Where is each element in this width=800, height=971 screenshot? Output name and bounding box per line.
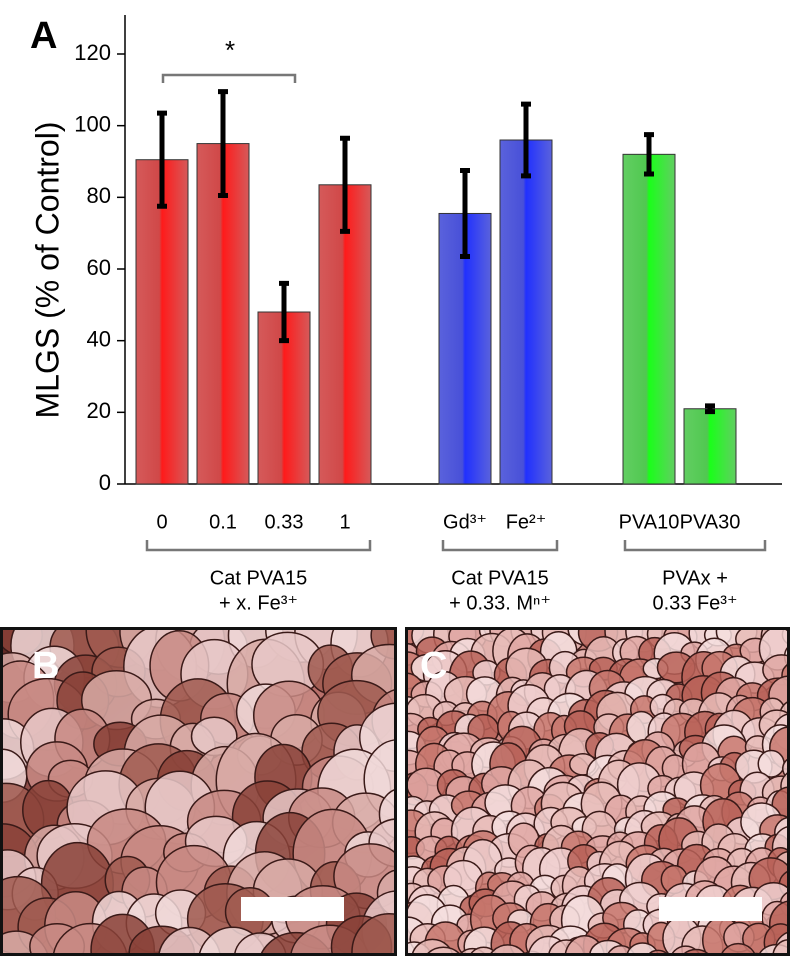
cell	[426, 946, 461, 954]
group-label: + 0.33. Mⁿ⁺	[449, 592, 551, 614]
y-axis-label: MLGS (% of Control)	[29, 122, 65, 419]
panel-border	[0, 627, 397, 956]
x-tick-label: 0.33	[265, 511, 304, 533]
y-tick-label: 120	[74, 40, 111, 65]
group-label: + x. Fe³⁺	[219, 592, 298, 614]
x-tick-label: Fe²⁺	[506, 511, 547, 533]
group-label: 0.33 Fe³⁺	[652, 592, 737, 614]
error-bar	[705, 403, 715, 415]
cell	[489, 944, 526, 954]
error-bar	[460, 167, 470, 259]
micrograph-b	[2, 629, 395, 954]
group-bracket	[441, 540, 559, 552]
y-tick-label: 60	[87, 255, 111, 280]
cells	[2, 629, 395, 954]
panel-label: A	[30, 15, 57, 57]
micrograph-c	[407, 629, 788, 971]
x-tick-label: PVA10	[619, 511, 680, 533]
error-bar	[644, 132, 654, 177]
cell	[682, 948, 710, 954]
cell	[772, 939, 788, 954]
bar	[683, 408, 737, 485]
bar	[499, 139, 553, 485]
x-tick-label: 0	[156, 511, 167, 533]
error-bar	[340, 135, 350, 234]
error-bar	[218, 89, 228, 199]
panel-label: B	[32, 645, 59, 687]
x-tick-label: 1	[339, 511, 350, 533]
group-bracket	[623, 540, 767, 552]
group-label: Cat PVA15	[451, 567, 548, 589]
cell	[720, 942, 756, 954]
x-tick-label: Gd³⁺	[443, 511, 487, 533]
bar	[318, 184, 372, 485]
y-tick-label: 0	[99, 470, 111, 495]
group-label: PVAx +	[662, 567, 728, 589]
error-bar	[521, 101, 531, 179]
x-tick-label: 0.1	[209, 511, 237, 533]
cell	[750, 952, 762, 954]
cell	[469, 946, 498, 954]
cell	[699, 955, 726, 971]
bar	[622, 153, 676, 485]
error-bar	[157, 110, 167, 209]
bar	[135, 159, 189, 485]
group-label: Cat PVA15	[210, 567, 307, 589]
scale-bar	[659, 897, 762, 921]
y-tick-label: 100	[74, 111, 111, 136]
significance-mark: *	[225, 35, 235, 65]
y-tick-label: 40	[87, 326, 111, 351]
cell	[351, 912, 395, 954]
error-bar	[279, 280, 289, 344]
panel-border	[405, 627, 790, 956]
cell	[626, 942, 659, 954]
y-tick-label: 80	[87, 183, 111, 208]
panel-label: C	[420, 645, 447, 687]
group-bracket	[145, 540, 372, 552]
bar	[196, 143, 250, 485]
x-tick-label: PVA30	[680, 511, 741, 533]
cells	[407, 629, 788, 971]
scale-bar	[241, 897, 344, 921]
y-tick-label: 20	[87, 398, 111, 423]
significance-bracket	[161, 73, 297, 83]
